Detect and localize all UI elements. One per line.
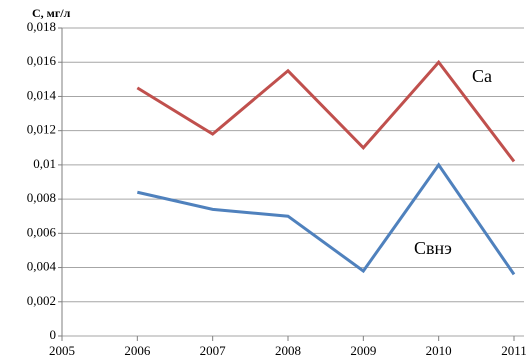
y-tick-label: 0,002 [27,293,56,308]
x-tick-label: 2005 [49,343,75,358]
x-tick-label: 2011 [501,343,527,358]
x-tick-label: 2007 [200,343,227,358]
y-tick-label: 0 [50,327,57,342]
series-line [137,162,516,276]
y-tick-label: 0,004 [27,259,57,274]
series-line [136,59,516,163]
series-label: Свнэ [414,238,452,258]
x-tick-label: 2010 [426,343,452,358]
y-tick-label: 0,018 [27,19,56,34]
x-tick-label: 2009 [350,343,376,358]
y-tick-label: 0,016 [27,53,57,68]
y-axis-title: С, мг/л [32,6,71,20]
x-tick-label: 2008 [275,343,301,358]
y-tick-label: 0,01 [33,156,56,171]
y-tick-label: 0,012 [27,122,56,137]
y-tick-label: 0,014 [27,87,57,102]
y-tick-label: 0,006 [27,224,57,239]
series-label: Ca [472,66,492,86]
x-tick-label: 2006 [124,343,151,358]
y-tick-label: 0,008 [27,190,56,205]
